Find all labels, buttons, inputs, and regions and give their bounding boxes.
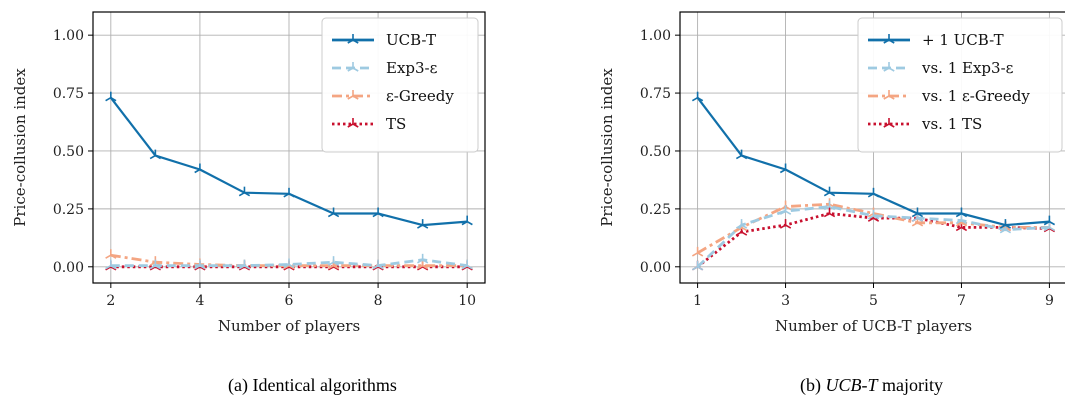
chart-b: 0.00 0.25 0.50 0.75 1.00 1 3 5 7 9 Number of UCB-T… [598, 11, 1065, 335]
data-point [283, 258, 295, 269]
y-tick-label: 0.75 [53, 86, 84, 102]
legend-label: Exp3-ε [386, 59, 438, 77]
y-tick-label: 1.00 [53, 28, 84, 44]
data-point [867, 209, 880, 220]
legend-box [321, 17, 479, 153]
x-tick-label: 4 [195, 293, 204, 309]
data-point [779, 163, 792, 174]
legend-label: TS [386, 115, 406, 133]
plot-frame [92, 11, 486, 284]
y-axis-label: Price-collusion index [598, 68, 616, 227]
data-point [823, 186, 836, 197]
data-point [238, 186, 251, 197]
legend-label: vs. 1 ε-Greedy [921, 87, 1030, 105]
data-point [461, 215, 473, 226]
data-point [283, 187, 295, 198]
data-point [372, 207, 384, 218]
data-point [823, 200, 836, 211]
x-axis-label: Number of players [218, 317, 360, 335]
data-point [105, 91, 117, 102]
caption-b-suffix: majority [877, 375, 944, 395]
data-point [149, 149, 161, 160]
plot-frame [679, 11, 1065, 284]
y-tick-label: 0.50 [640, 144, 671, 160]
legend: UCB-T Exp3-ε ε-Greedy TS [321, 17, 479, 153]
y-tick-label: 0.25 [53, 202, 84, 218]
legend-label: ε-Greedy [386, 87, 454, 105]
x-tick-label: 1 [693, 293, 702, 309]
data-point [779, 219, 792, 229]
legend-box [857, 17, 1063, 153]
x-tick-label: 3 [781, 293, 790, 309]
data-point [955, 214, 968, 225]
data-point [149, 259, 161, 270]
y-tick-label: 0.75 [640, 86, 671, 102]
series--1-ucb-t [691, 91, 1056, 229]
y-tick-label: 0.00 [53, 260, 84, 276]
data-point [955, 207, 968, 218]
series-ucb-t [105, 91, 473, 229]
x-tick-label: 8 [374, 293, 383, 309]
y-tick-label: 0.25 [640, 202, 671, 218]
data-point [911, 207, 924, 218]
legend-label: vs. 1 TS [921, 115, 982, 133]
data-point [1043, 215, 1056, 226]
x-tick-label: 6 [285, 293, 294, 309]
x-tick-label: 7 [957, 293, 966, 309]
series-ts [105, 260, 473, 271]
data-point [691, 246, 704, 257]
series-line [110, 258, 468, 268]
chart-a: 0.00 0.25 0.50 0.75 1.00 2 4 6 8 10 Number of play… [11, 11, 486, 335]
data-point [691, 91, 704, 102]
legend-label: + 1 UCB-T [922, 31, 1004, 49]
data-point [999, 219, 1012, 229]
data-point [823, 207, 836, 218]
data-point [194, 259, 206, 270]
data-point [417, 253, 429, 264]
legend-label: vs. 1 Exp3-ε [921, 59, 1014, 77]
data-point [194, 163, 206, 174]
legend-label: UCB-T [386, 31, 436, 49]
series-exp3- [105, 253, 473, 270]
data-point [105, 259, 117, 270]
caption-a: (a) Identical algorithms [228, 375, 397, 396]
data-point [735, 219, 748, 229]
data-point [417, 219, 429, 229]
y-tick-label: 1.00 [640, 28, 671, 44]
data-point [238, 259, 251, 270]
y-axis-label: Price-collusion index [11, 68, 29, 227]
data-point [779, 205, 792, 215]
x-axis-label: Number of UCB-T players [775, 317, 972, 335]
x-tick-label: 9 [1045, 293, 1054, 309]
data-point [327, 207, 340, 218]
data-point [735, 149, 748, 160]
legend: + 1 UCB-T vs. 1 Exp3-ε vs. 1 ε-Greedy vs. 1… [857, 17, 1063, 153]
x-tick-label: 10 [458, 293, 476, 309]
caption-a-text: (a) Identical algorithms [228, 375, 397, 395]
y-tick-label: 0.50 [53, 144, 84, 160]
series-vs-1-exp3- [691, 200, 1056, 271]
y-tick-label: 0.00 [640, 260, 671, 276]
data-point [691, 260, 704, 271]
x-tick-label: 2 [106, 293, 115, 309]
data-point [867, 187, 880, 198]
data-point [461, 259, 473, 270]
data-point [105, 249, 117, 259]
x-tick-label: 5 [869, 293, 878, 309]
caption-b: (b) UCB-T majority [800, 375, 943, 396]
data-point [372, 259, 384, 270]
series-line [110, 253, 468, 268]
data-point [327, 256, 340, 266]
caption-b-italic: UCB-T [825, 375, 878, 395]
caption-b-prefix: (b) [800, 375, 826, 395]
figure: 0.00 0.25 0.50 0.75 1.00 2 4 6 8 10 Number of play… [11, 11, 1065, 335]
series-line [696, 205, 1050, 268]
